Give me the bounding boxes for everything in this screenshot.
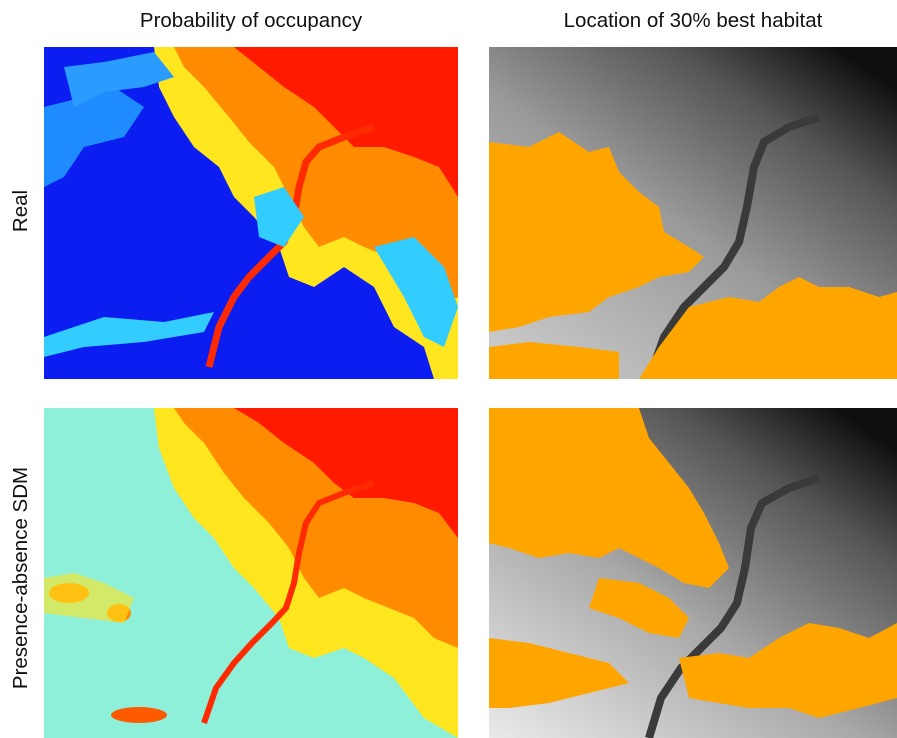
map-sdm-probability <box>44 408 458 738</box>
map-region-cyan-4 <box>254 187 304 247</box>
map-real-best-habitat <box>489 47 897 379</box>
map-region-yellow-2 <box>44 573 134 623</box>
row-label-sdm: Presence-absence SDM <box>9 466 32 690</box>
row-label-real: Real <box>9 189 32 233</box>
habitat-area-west <box>489 132 704 332</box>
habitat-area-south <box>489 342 619 379</box>
habitat-area-southeast <box>679 623 897 718</box>
map-region-peak <box>234 408 458 538</box>
map-region-cyan-5 <box>64 52 174 107</box>
habitat-area-middle <box>589 578 689 638</box>
map-region-cyan-3 <box>374 237 458 347</box>
map-region-cyan-2 <box>44 87 144 187</box>
map-river-channel <box>201 480 375 724</box>
column-title-occupancy: Probability of occupancy <box>139 9 363 32</box>
column-title-best-habitat: Location of 30% best habitat <box>563 9 823 32</box>
habitat-area-southeast <box>639 277 897 379</box>
habitat-area-southwest <box>489 638 629 708</box>
habitat-area-north <box>489 408 729 588</box>
map-sdm-best-habitat <box>489 408 897 738</box>
terrain-river <box>645 474 821 738</box>
map-region-cyan-1 <box>44 312 214 357</box>
map-region-peak <box>234 47 458 197</box>
map-hotspot-1 <box>111 707 167 723</box>
map-real-probability <box>44 47 458 379</box>
terrain-river <box>645 113 821 379</box>
